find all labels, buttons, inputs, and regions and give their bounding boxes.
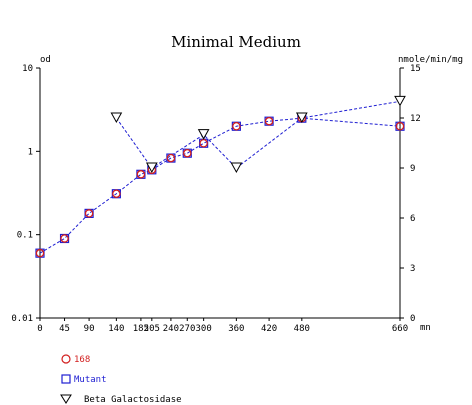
x-tick-label: 45 bbox=[59, 324, 70, 334]
strain-168-point bbox=[183, 148, 192, 158]
beta-galactosidase-point bbox=[145, 162, 158, 174]
strain-168-point bbox=[112, 189, 121, 198]
od-growth-line bbox=[39, 117, 401, 254]
left-axis-label: od bbox=[40, 55, 51, 65]
strain-168-point bbox=[395, 121, 405, 131]
beta-galactosidase-point bbox=[230, 162, 243, 174]
x-tick-label: 270 bbox=[179, 324, 195, 334]
right-tick-label: 12 bbox=[410, 114, 421, 124]
beta-galactosidase-point bbox=[394, 95, 406, 107]
beta-galactosidase-point bbox=[197, 129, 210, 140]
legend-mutant-label: Mutant bbox=[74, 375, 107, 385]
series-markers bbox=[35, 95, 406, 258]
series-lines bbox=[39, 100, 401, 254]
left-tick-label: 0.1 bbox=[17, 231, 33, 241]
x-tick-label: 90 bbox=[84, 324, 95, 334]
right-axis-label: nmole/min/mg bbox=[398, 55, 463, 65]
legend-168-marker bbox=[61, 354, 71, 364]
strain-168-point bbox=[136, 170, 146, 179]
legend-beta-label: Beta Galactosidase bbox=[84, 395, 182, 405]
right-ticks: 0 3 6 9 12 15 bbox=[400, 64, 421, 324]
x-tick-label: 205 bbox=[144, 324, 160, 334]
right-tick-label: 6 bbox=[410, 214, 415, 224]
x-tick-label: 300 bbox=[196, 324, 212, 334]
right-tick-label: 0 bbox=[410, 314, 415, 324]
x-tick-label: 480 bbox=[294, 324, 310, 334]
x-tick-label: 0 bbox=[37, 324, 42, 334]
beta-galactosidase-line bbox=[115, 100, 401, 169]
left-tick-label: 0.01 bbox=[11, 314, 33, 324]
x-tick-label: 185 bbox=[133, 324, 149, 334]
x-tick-label: 140 bbox=[108, 324, 124, 334]
strain-168-point bbox=[84, 209, 94, 218]
left-tick-label: 1 bbox=[28, 147, 33, 157]
chart-title: Minimal Medium bbox=[171, 33, 301, 51]
right-tick-label: 9 bbox=[410, 164, 415, 174]
legend-mutant-marker bbox=[61, 374, 71, 384]
left-tick-label: 10 bbox=[22, 64, 33, 74]
strain-168-point bbox=[232, 121, 241, 131]
legend-beta-marker bbox=[60, 394, 72, 404]
strain-168-point bbox=[166, 153, 176, 163]
x-tick-label: 420 bbox=[261, 324, 277, 334]
right-tick-label: 15 bbox=[410, 64, 421, 74]
beta-galactosidase-point bbox=[295, 112, 308, 124]
x-tick-label: 660 bbox=[392, 324, 408, 334]
beta-galactosidase-point bbox=[110, 112, 123, 124]
legend-168-label: 168 bbox=[74, 355, 90, 365]
strain-168-point bbox=[264, 116, 274, 126]
x-axis-label: mn bbox=[420, 323, 431, 333]
right-tick-label: 3 bbox=[410, 264, 415, 274]
strain-168-point bbox=[199, 139, 208, 148]
strain-168-point bbox=[60, 234, 69, 243]
x-tick-label: 240 bbox=[163, 324, 179, 334]
left-ticks: 0.01 0.1 1 10 bbox=[11, 64, 40, 324]
x-tick-label: 360 bbox=[228, 324, 244, 334]
legend: 168 Mutant Beta Galactosidase bbox=[60, 354, 182, 405]
strain-168-point bbox=[35, 248, 45, 258]
